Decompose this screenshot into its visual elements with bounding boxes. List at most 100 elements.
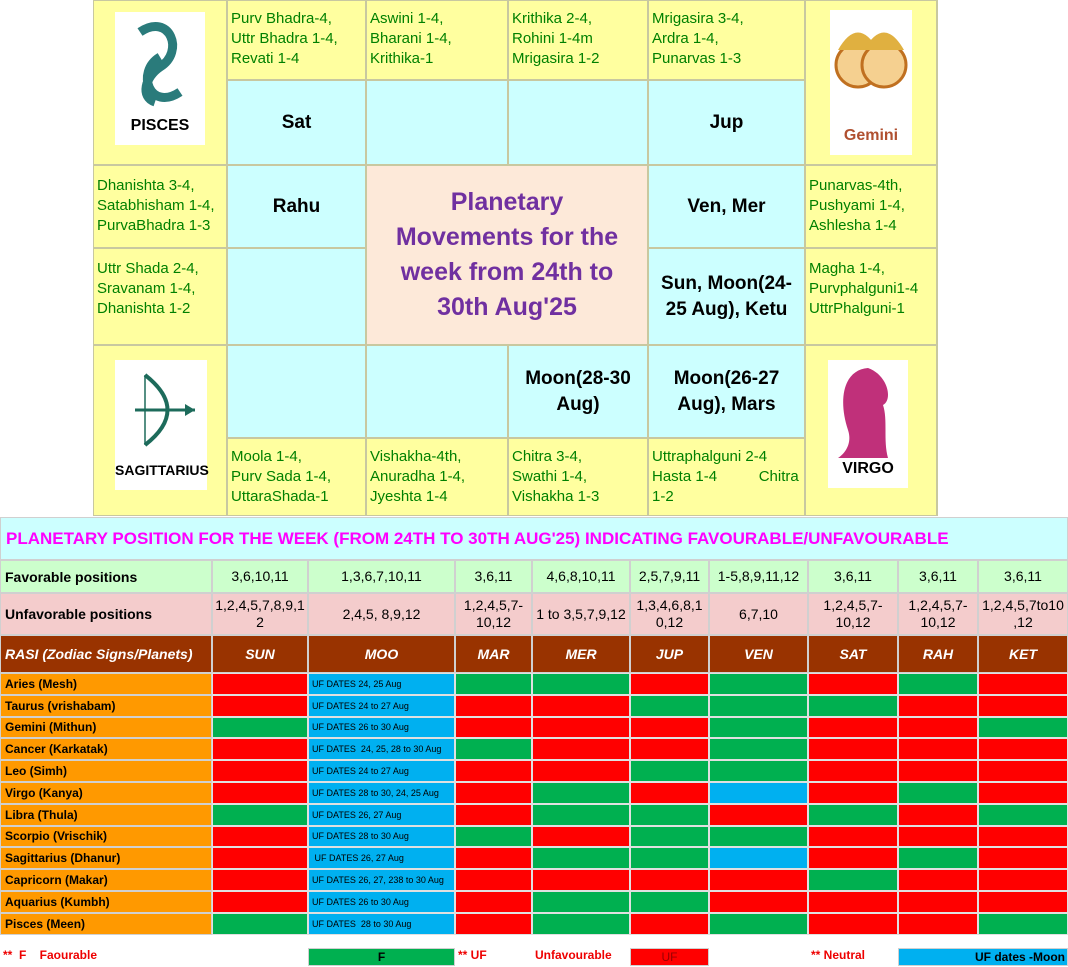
status-cell [630, 869, 709, 891]
rasi-label: Capricorn (Makar) [0, 869, 212, 891]
nakshatra-text: Anuradha 1-4, [370, 468, 466, 485]
title-line: week from 24th to [400, 258, 614, 286]
nakshatra-text: Rohini 1-4m [512, 30, 593, 47]
empty-house [227, 345, 366, 438]
planet-header: SAT [808, 635, 898, 673]
rasi-label: Gemini (Mithun) [0, 716, 212, 739]
planet-cell: Rahu [227, 165, 366, 248]
status-cell [978, 760, 1068, 782]
status-cell [630, 694, 709, 717]
row-label: Unfavorable positions [0, 593, 212, 635]
nakshatra-text: Mrigasira 3-4, [652, 10, 744, 27]
zodiac-image [830, 10, 912, 155]
status-cell [532, 825, 630, 848]
status-cell [630, 782, 709, 804]
zodiac-label: VIRGO [842, 460, 894, 477]
status-cell [978, 803, 1068, 826]
status-cell [808, 694, 898, 717]
status-cell [808, 847, 898, 870]
status-cell [978, 847, 1068, 870]
nakshatra-cell: Uttraphalguni 2-4 Hasta 1-4 Chitra 1-2 [648, 438, 805, 516]
status-cell [532, 782, 630, 804]
status-cell [630, 760, 709, 782]
status-cell [709, 869, 808, 891]
nakshatra-text: Chitra 3-4, [512, 448, 583, 465]
unfavorable-value: 1,2,4,5,7-10,12 [455, 593, 532, 635]
status-cell [978, 782, 1068, 804]
status-cell [455, 673, 532, 695]
empty-house [366, 80, 508, 165]
nakshatra-text: Purvphalguni1-4 [809, 280, 919, 297]
planet-cell: Sat [227, 80, 366, 165]
nakshatra-text: PurvaBhadra 1-3 [97, 217, 211, 234]
nakshatra-text: Vishakha-4th, [370, 448, 462, 465]
status-cell [455, 760, 532, 782]
nakshatra-text: 1-2 [652, 488, 674, 505]
status-cell [808, 782, 898, 804]
status-cell: UF DATES 24 to 27 Aug [308, 694, 455, 717]
status-cell [212, 869, 308, 891]
rasi-label: Scorpio (Vrischik) [0, 825, 212, 848]
nakshatra-text: UttrPhalguni-1 [809, 300, 905, 317]
planet-header: SUN [212, 635, 308, 673]
status-cell [709, 847, 808, 870]
legend-text: ** Neutral [811, 948, 866, 962]
nakshatra-text: Swathi 1-4, [512, 468, 588, 485]
status-cell [212, 803, 308, 826]
planet-text: Rahu [272, 195, 321, 217]
nakshatra-text: Purv Sada 1-4, [231, 468, 332, 485]
nakshatra-text: Uttr Bhadra 1-4, [231, 30, 338, 47]
nakshatra-cell: Chitra 3-4, Swathi 1-4, Vishakha 1-3 [508, 438, 648, 516]
planet-header: MAR [455, 635, 532, 673]
status-cell [898, 847, 978, 870]
status-cell [532, 912, 630, 935]
zodiac-image [115, 12, 205, 145]
empty-house [227, 248, 366, 345]
status-cell [455, 869, 532, 891]
planet-header: KET [978, 635, 1068, 673]
status-cell [212, 694, 308, 717]
legend-swatch: UF dates -Moon [898, 948, 1068, 966]
nakshatra-text: Uttr Shada 2-4, [97, 260, 199, 277]
status-cell: UF DATES 24, 25, 28 to 30 Aug [308, 738, 455, 761]
nakshatra-text: Vishakha 1-3 [512, 488, 600, 505]
rasi-label: Virgo (Kanya) [0, 782, 212, 804]
nakshatra-text: Pushyami 1-4, [809, 197, 905, 214]
unfavorable-value: 1,2,4,5,7-10,12 [808, 593, 898, 635]
status-cell [212, 891, 308, 913]
nakshatra-text: Jyeshta 1-4 [370, 488, 448, 505]
status-cell [630, 847, 709, 870]
status-cell [212, 782, 308, 804]
zodiac-icon [137, 22, 183, 107]
planet-cell: Ven, Mer [648, 165, 805, 248]
nakshatra-text: Dhanishta 1-2 [97, 300, 191, 317]
status-cell: UF DATES 26, 27 Aug [308, 803, 455, 826]
status-cell [709, 716, 808, 739]
status-cell [455, 825, 532, 848]
zodiac-image [115, 360, 207, 490]
title-line: 30th Aug'25 [437, 293, 577, 321]
rasi-label: Aquarius (Kumbh) [0, 891, 212, 913]
nakshatra-cell: Punarvas-4th, Pushyami 1-4, Ashlesha 1-4 [805, 165, 937, 248]
nakshatra-text: UttaraShada-1 [231, 488, 329, 505]
status-cell: UF DATES 28 to 30 Aug [308, 825, 455, 848]
nakshatra-cell: Magha 1-4, Purvphalguni1-4 UttrPhalguni-1 [805, 248, 937, 345]
rasi-label: Taurus (vrishabam) [0, 694, 212, 717]
planet-header: JUP [630, 635, 709, 673]
status-cell [898, 803, 978, 826]
nakshatra-text: Ardra 1-4, [652, 30, 719, 47]
zodiac-image [828, 360, 908, 488]
status-cell: UF DATES 28 to 30 Aug [308, 912, 455, 935]
status-cell [532, 694, 630, 717]
unfavorable-value: 1 to 3,5,7,9,12 [532, 593, 630, 635]
unfavorable-value: 6,7,10 [709, 593, 808, 635]
status-cell: UF DATES 26, 27 Aug [308, 847, 455, 870]
status-cell [455, 782, 532, 804]
nakshatra-text: Bharani 1-4, [370, 30, 452, 47]
nakshatra-text: Purv Bhadra-4, [231, 10, 332, 27]
status-cell [455, 716, 532, 739]
status-cell [898, 738, 978, 761]
status-cell [212, 760, 308, 782]
planet-header: MOO [308, 635, 455, 673]
status-cell [709, 825, 808, 848]
